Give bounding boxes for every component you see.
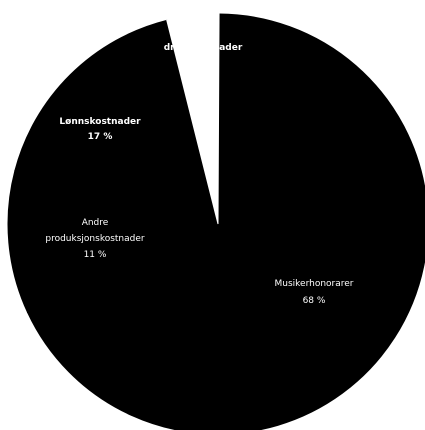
slice-label-musikerhonorarer: Musikerhonorarer (274, 279, 353, 289)
slice-value-lonnskostnader: 17 % (88, 132, 113, 142)
slice-value-musikerhonorarer: 68 % (303, 296, 326, 306)
slice-label-lonnskostnader: Lønnskostnader (59, 117, 141, 127)
slice-label-driftskostnader: driftskostnader (164, 43, 243, 53)
pie-slice-musikerhonorarer (26, 13, 425, 430)
slice-label-andre-line2: produksjonskostnader (45, 234, 145, 244)
slice-label-andre-line1: Andre (82, 218, 109, 228)
pie-slice-andre-produksjonskostnader (7, 170, 220, 314)
slice-value-andre: 11 % (84, 250, 107, 260)
pie-slice-l-nnskostnader (14, 19, 219, 225)
pie-slice-driftskostnader (166, 13, 220, 225)
pie-slices (7, 13, 425, 430)
